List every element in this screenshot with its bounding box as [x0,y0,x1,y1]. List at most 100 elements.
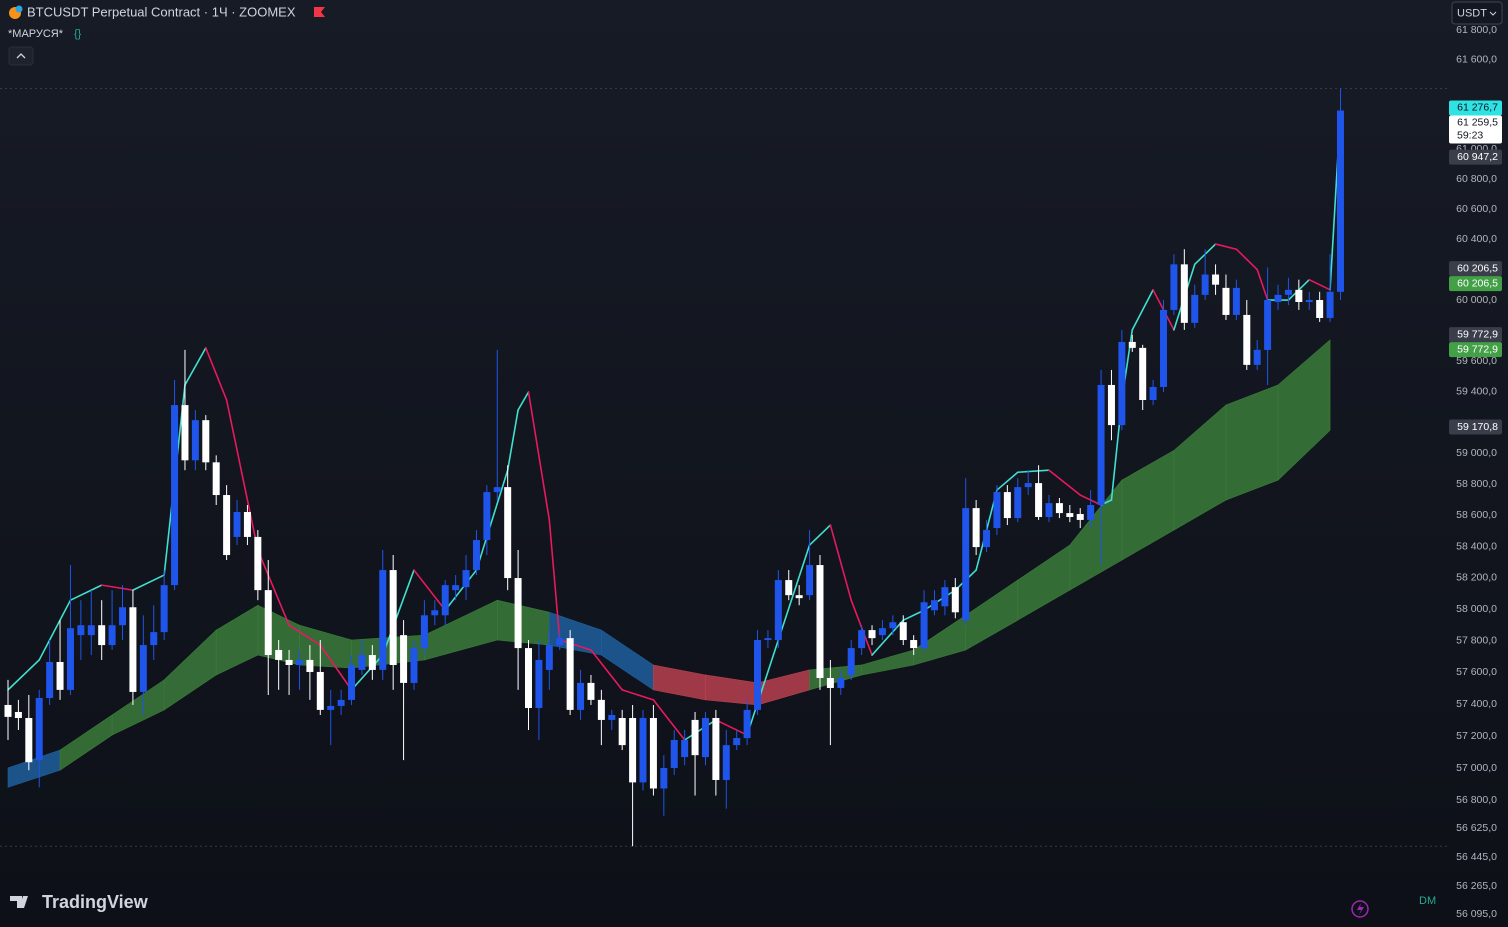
y-tick-label: 60 600,0 [1456,203,1497,215]
fast-line-segment [621,689,655,701]
candle-body [358,655,366,670]
candle-body [25,718,33,763]
candle-body [1222,287,1230,315]
flag-icon[interactable] [314,7,325,17]
candle-body [878,628,886,636]
y-tick-label: 59 000,0 [1456,447,1497,459]
candle-body [826,677,834,688]
candle-body [608,714,616,720]
price-label: 60 206,5 [1457,262,1498,274]
alert-icon[interactable] [1351,900,1369,918]
fast-line-segment [69,584,103,601]
candle-body [743,709,751,739]
candle-body [514,578,522,649]
fast-line-segment [381,569,415,656]
candle-body [1128,341,1136,348]
symbol-title[interactable]: BTCUSDT Perpetual Contract · 1Ч · ZOOMEX [27,4,296,19]
candle-body [1149,386,1157,401]
price-label-box [1449,276,1502,292]
fast-line-segment [7,659,41,691]
candle-body [295,659,303,666]
price-label: 60 206,5 [1457,277,1498,289]
y-tick-label: 58 600,0 [1456,509,1497,521]
y-tick-label: 59 600,0 [1456,355,1497,367]
candle-body [77,625,85,636]
y-tick-label: 60 000,0 [1456,294,1497,306]
price-labels: 61 276,7 61 259,559:23 60 947,2 60 206,5 60 … [1449,100,1502,435]
fast-line-segment [996,471,1019,491]
candle-body [930,600,938,611]
candle-body [681,740,689,758]
indicator-source-icon[interactable]: {} [74,28,82,40]
price-label: 59 170,8 [1457,421,1498,433]
candle-body [1191,294,1199,323]
candle-body [722,745,730,780]
candle-body [316,671,324,710]
price-label-box [1449,261,1502,277]
candle-body [837,677,845,688]
candle-body [816,565,824,678]
ribbon-segment [1225,384,1279,501]
candle-body [941,587,949,607]
candle-body [233,511,241,537]
candle-body [1170,264,1178,310]
candle-body [56,661,64,690]
fast-line-segment [871,619,905,656]
candle-body [46,661,54,698]
fast-line-segment [1308,278,1331,291]
fast-line-segment [548,519,561,641]
fast-line-segment [350,654,384,691]
candle-body [472,540,480,571]
candle-body [972,508,980,548]
brand-name[interactable]: TradingView [42,892,149,912]
brand-logo[interactable] [10,896,28,908]
candle-body [795,595,803,599]
candle-body [181,405,189,461]
candle-body [441,585,449,616]
fast-line-segment [683,719,717,741]
fast-line-segment [590,649,623,691]
candle-body [1087,504,1095,520]
collapse-button[interactable] [8,46,34,66]
candle-body [993,492,1001,529]
y-tick-label: 57 000,0 [1456,762,1497,774]
y-tick-label: 56 625,0 [1456,822,1497,834]
candle-body [1024,483,1032,488]
candle-body [1014,487,1022,519]
currency-chevron [1489,11,1497,16]
price-axis: 61 800,061 600,061 000,060 800,060 600,0… [1456,24,1497,920]
candle-body [66,628,74,690]
y-tick-label: 61 600,0 [1456,54,1497,66]
candle-body [35,697,43,761]
candle-body [1316,300,1324,318]
candle-body [670,740,678,768]
fast-line-segment [1235,248,1258,271]
fast-line-segment [808,524,832,546]
candle-body [1305,300,1313,303]
candle-body [847,648,855,675]
y-tick-label: 56 445,0 [1456,851,1497,863]
candle-body [618,718,626,746]
candle-body [764,638,772,641]
candle-body [119,607,127,626]
indicator-name[interactable]: *МАРУСЯ* [8,28,64,40]
collapse-chevron [16,53,26,59]
fast-line-segment [1048,469,1082,496]
candle-body [754,640,762,710]
candle-body [389,570,397,666]
candle-body [1212,274,1220,285]
fast-line-segment [1256,268,1269,301]
candle-body [535,659,543,708]
candle-body [171,405,179,586]
currency-button[interactable] [1451,1,1503,25]
y-tick-label: 56 265,0 [1456,880,1497,892]
fast-line-segment [225,399,259,551]
candle-body [1107,384,1115,426]
candle-body [462,570,470,588]
candle-body [160,585,168,633]
fast-line-segment [132,574,165,591]
candle-body [1003,492,1011,519]
price-label-box [1449,115,1502,144]
candle-body [379,570,387,670]
